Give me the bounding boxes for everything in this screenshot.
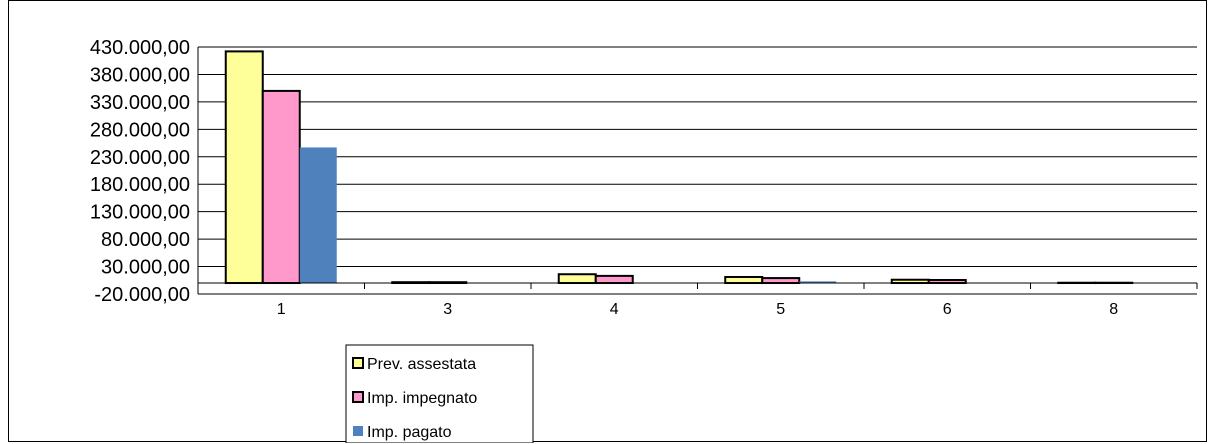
y-tick-label: 80.000,00 bbox=[101, 229, 190, 251]
y-tick-label: -20.000,00 bbox=[94, 284, 190, 306]
legend-swatch bbox=[352, 357, 364, 369]
y-tick-label: 230.000,00 bbox=[90, 147, 190, 169]
bars bbox=[224, 50, 1134, 285]
legend-swatch bbox=[353, 426, 363, 436]
legend-label: Prev. assestata bbox=[367, 356, 476, 373]
legend-box bbox=[345, 344, 534, 443]
x-tick-label: 8 bbox=[1109, 301, 1118, 318]
bar-imp-impegnato-cat-4 bbox=[594, 274, 634, 285]
y-tick-label: 30.000,00 bbox=[101, 257, 190, 279]
y-axis-tick-labels: 430.000,00 380.000,00 330.000,00 280.000,00… bbox=[90, 37, 190, 306]
y-tick-label: 130.000,00 bbox=[90, 202, 190, 224]
bar-chart: 430.000,00380.000,00330.000,00280.000,00… bbox=[90, 37, 1198, 443]
chart-frame: 430.000,00 380.000,00 330.000,00 280.000,00… bbox=[8, 0, 1207, 443]
x-tick-label: 4 bbox=[610, 301, 619, 318]
bar-imp-impegnato-cat-1 bbox=[261, 89, 301, 285]
legend: Prev. assestata Imp. impegnato Imp. pagato bbox=[345, 344, 534, 443]
x-axis-tick-labels: 1 3 4 5 6 8 bbox=[277, 301, 1119, 318]
bar-prev-assestata-cat-5 bbox=[724, 275, 764, 285]
bar-imp-impegnato-cat-5 bbox=[761, 277, 801, 285]
y-tick-label: 430.000,00 bbox=[90, 37, 190, 59]
bar-prev-assestata-cat-4 bbox=[557, 273, 597, 285]
x-tick-label: 3 bbox=[443, 301, 452, 318]
legend-swatch bbox=[352, 391, 364, 403]
x-tick-label: 6 bbox=[943, 301, 952, 318]
legend-label: Imp. pagato bbox=[367, 424, 452, 441]
y-tick-label: 280.000,00 bbox=[90, 119, 190, 141]
gridlines bbox=[198, 46, 1197, 295]
bar-prev-assestata-cat-1 bbox=[224, 50, 264, 285]
x-tick-label: 1 bbox=[277, 301, 286, 318]
y-tick-label: 380.000,00 bbox=[90, 64, 190, 86]
y-tick-label: 180.000,00 bbox=[90, 174, 190, 196]
bar-imp-pagato-cat-1 bbox=[299, 147, 337, 284]
y-tick-label: 330.000,00 bbox=[90, 92, 190, 114]
x-tick-label: 5 bbox=[776, 301, 785, 318]
bar-imp-pagato-cat-5 bbox=[799, 281, 837, 284]
axes bbox=[197, 47, 1198, 294]
legend-label: Imp. impegnato bbox=[367, 390, 477, 407]
